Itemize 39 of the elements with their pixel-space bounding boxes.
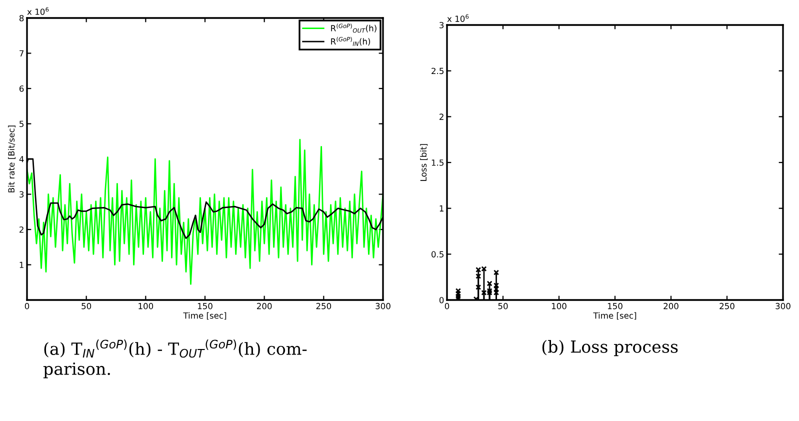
- x-tick-label: 300: [376, 302, 390, 310]
- y-tick-label: 2.5: [432, 68, 444, 74]
- y-tick-label: 2: [20, 226, 24, 233]
- x-tick-label: 0: [24, 302, 30, 310]
- y-tick-label: 3: [440, 22, 444, 28]
- y-tick-label: 2: [440, 114, 444, 120]
- legend-label: R$^{(GoP)}$$_{OUT}$(h): [331, 24, 376, 33]
- y-tick-label: 1.5: [432, 160, 444, 166]
- text: x 10$^{6}$: [447, 14, 469, 22]
- y-tick-label: 0: [439, 296, 444, 304]
- x-tick-label: 0: [444, 302, 450, 310]
- x-tick-label: 150: [198, 302, 212, 310]
- x-tick-label: 100: [138, 302, 154, 310]
- x-tick-label: 250: [720, 302, 734, 310]
- y-tick-label: 5: [20, 120, 24, 128]
- y-tick-label: 1: [440, 205, 444, 212]
- y-tick-label: 6: [20, 85, 24, 92]
- y-tick-label: 4: [19, 156, 24, 162]
- x-tick-label: 150: [608, 302, 622, 310]
- y-tick-label: 0.5: [432, 251, 444, 258]
- x-tick-label: 300: [776, 302, 790, 310]
- x-tick-label: 50: [498, 302, 508, 310]
- y-tick-label: 3: [20, 191, 24, 198]
- text: (b) Loss process: [542, 340, 678, 356]
- x-axis-title: Time [sec]: [593, 312, 636, 320]
- y-tick-label: 8: [19, 14, 24, 22]
- y-axis-title: Bit rate [Bit/sec]: [8, 126, 16, 192]
- x-tick-label: 250: [316, 302, 332, 310]
- x-tick-label: 200: [256, 302, 272, 310]
- x-tick-label: 50: [82, 302, 92, 310]
- x-axis-title: Time [sec]: [183, 312, 226, 320]
- chart-title: (a) T$_{IN}$$^{(GoP)}$(h) - T$_{OUT}$$^{(GoP)}$(h) com- parison.: [43, 340, 307, 378]
- x-tick-label: 200: [664, 302, 678, 310]
- y-tick-label: 7: [20, 50, 24, 56]
- y-axis-title: Loss [bit]: [420, 144, 428, 181]
- x-tick-label: 100: [552, 302, 566, 310]
- text: x 10$^{6}$: [27, 7, 49, 15]
- y-tick-label: 1: [20, 262, 24, 268]
- legend-label: R$^{(GoP)}$$_{IN}$(h): [331, 36, 370, 46]
